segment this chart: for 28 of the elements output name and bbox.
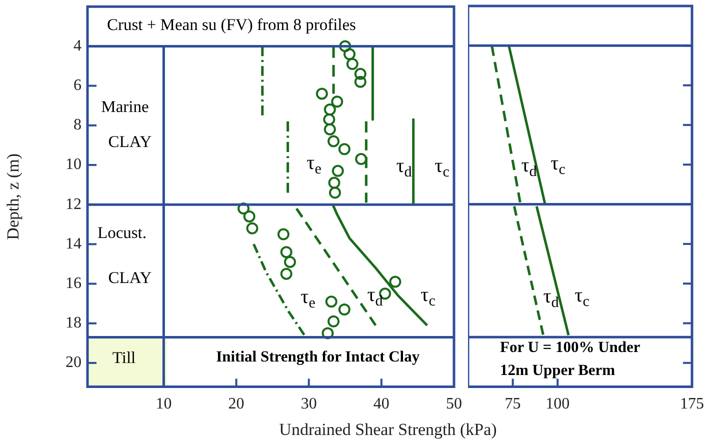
annotation: Locust. <box>97 222 147 242</box>
y-tick-label: 20 <box>66 354 82 371</box>
annotation: Marine <box>101 96 149 116</box>
x-tick-label: 75 <box>504 396 521 413</box>
x-axis-title: Undrained Shear Strength (kPa) <box>278 420 498 440</box>
annotation: Crust + Mean su (FV) from 8 profiles <box>107 14 356 34</box>
x-tick-label: 50 <box>446 395 462 412</box>
annotation: Till <box>112 347 136 366</box>
annotation: Initial Strength for Intact Clay <box>216 348 420 365</box>
y-tick-label: 8 <box>74 116 82 134</box>
annotation: For U = 100% Under <box>500 339 640 356</box>
y-tick-label: 4 <box>74 36 82 54</box>
y-tick-label: 10 <box>66 156 82 173</box>
annotation: 12m Upper Berm <box>500 362 616 379</box>
x-tick-label: 100 <box>546 396 570 413</box>
x-tick-label: 30 <box>300 395 317 412</box>
y-tick-label: 18 <box>66 314 82 332</box>
annotation: CLAY <box>108 131 152 150</box>
annotation: CLAY <box>108 267 152 286</box>
y-tick-label: 14 <box>66 234 82 252</box>
y-tick-label: 6 <box>74 76 82 94</box>
x-tick-label: 20 <box>228 395 244 412</box>
x-tick-label: 10 <box>156 395 172 412</box>
y-axis-title: Depth, z (m) <box>4 152 23 240</box>
y-tick-label: 12 <box>66 195 82 212</box>
x-tick-label: 40 <box>373 395 390 412</box>
y-tick-label: 16 <box>66 274 82 292</box>
x-tick-label: 175 <box>680 396 704 413</box>
